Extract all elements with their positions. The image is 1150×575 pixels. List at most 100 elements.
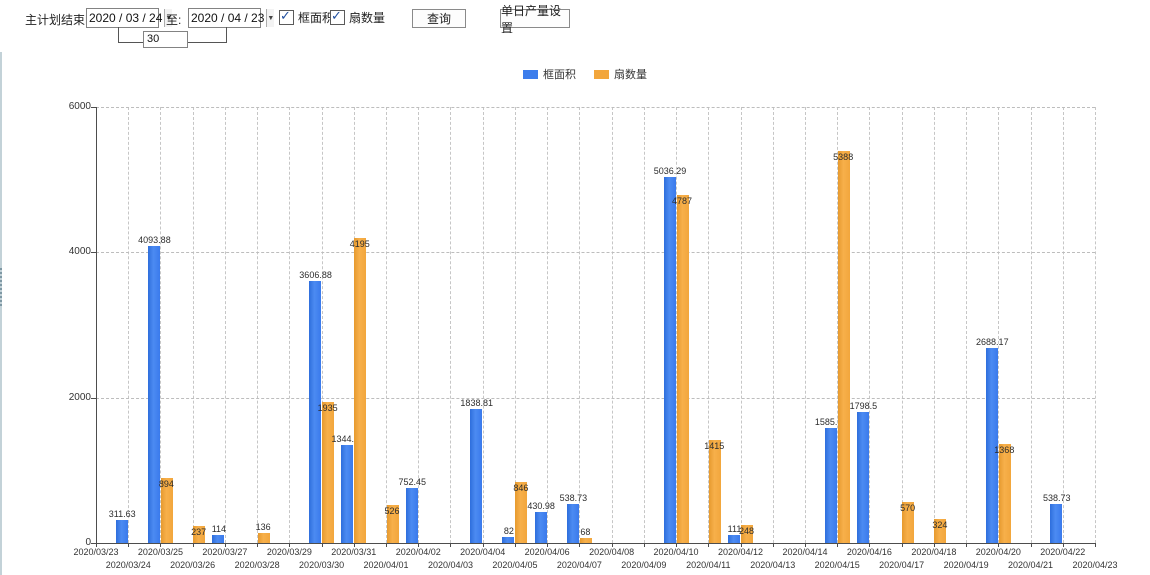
vertical-gridline [643, 107, 645, 543]
x-axis-tick [966, 543, 968, 547]
x-axis-tick [1095, 543, 1096, 547]
x-axis-tick [386, 543, 388, 547]
x-axis-tick [547, 543, 549, 547]
x-axis-tick-label: 2020/04/12 [717, 547, 764, 557]
bar-fan-count [579, 538, 592, 543]
bar-value-label: 114 [211, 523, 227, 534]
connector-line-left [118, 27, 144, 43]
vertical-gridline [128, 107, 130, 543]
vertical-gridline [482, 107, 484, 543]
y-axis-tick [91, 543, 96, 544]
y-axis-tick [91, 397, 96, 399]
horizontal-gridline [96, 107, 1095, 108]
x-axis-tick [96, 543, 97, 547]
check-icon: ✓ [331, 8, 342, 23]
x-axis-tick [353, 543, 355, 547]
x-axis-tick [611, 543, 613, 547]
bar-value-label: 5036.29 [653, 166, 687, 177]
bar-value-label: 4093.88 [138, 234, 171, 245]
bar-fan-count [257, 533, 270, 543]
vertical-gridline [708, 107, 710, 543]
date-to-picker[interactable]: 2020 / 04 / 23 ▼ [188, 8, 275, 28]
bar-value-label: 1344.95 [331, 434, 365, 445]
bar-value-label: 248 [739, 525, 755, 536]
bar-value-label: 2688.17 [976, 336, 1009, 347]
bar-value-label: 324 [932, 520, 948, 531]
x-axis-tick-label: 2020/03/29 [266, 547, 312, 557]
bar-frame-area [1050, 503, 1063, 543]
bar-frame-area [309, 280, 322, 543]
bar-value-label: 430.98 [527, 500, 555, 511]
x-axis-tick [224, 543, 226, 547]
bar-value-label: 1838.81 [460, 398, 493, 409]
date-from-picker[interactable]: 2020 / 03 / 24 ▼ [86, 8, 173, 28]
vertical-gridline [740, 107, 742, 543]
vertical-gridline [257, 107, 259, 543]
x-axis-tick [643, 543, 645, 547]
legend-label: 框面积 [543, 69, 576, 81]
y-axis-tick-label: 0 [85, 537, 91, 548]
x-axis-tick [321, 543, 323, 547]
x-axis-tick [837, 543, 839, 547]
legend-swatch-icon [523, 69, 538, 79]
bar-value-label: 111 [727, 523, 742, 534]
vertical-gridline [772, 107, 774, 543]
frame-area-checkbox[interactable]: ✓ [279, 8, 294, 25]
x-axis-tick-label: 2020/04/23 [1072, 560, 1118, 570]
x-axis-tick [482, 543, 484, 547]
x-axis-tick [1062, 543, 1064, 547]
y-axis-tick [91, 107, 96, 108]
bar-value-label: 538.73 [1043, 492, 1071, 503]
x-axis-tick-label: 2020/03/27 [202, 547, 248, 557]
interval-days-input[interactable]: 30 [143, 31, 188, 48]
bar-fan-count [386, 504, 399, 543]
bar-value-label: 1935 [317, 403, 338, 414]
bar-frame-area [341, 445, 354, 543]
x-axis-tick [676, 543, 678, 547]
x-axis-tick-label: 2020/03/30 [299, 560, 345, 570]
x-axis-tick [289, 543, 291, 547]
vertical-gridline [869, 107, 871, 543]
vertical-gridline [224, 107, 226, 543]
bar-fan-count [354, 238, 367, 543]
x-axis-tick [708, 543, 710, 547]
x-axis-tick-label: 2020/04/14 [782, 547, 828, 557]
x-axis-tick [579, 543, 581, 547]
x-axis-tick [933, 543, 935, 547]
vertical-gridline [579, 107, 581, 543]
bar-value-label: 82 [503, 526, 514, 537]
y-axis-line [96, 107, 97, 543]
bar-frame-area [663, 177, 676, 543]
bar-value-label: 894 [158, 479, 174, 490]
chevron-down-icon[interactable]: ▼ [266, 9, 275, 27]
x-axis-tick-label: 2020/04/15 [814, 560, 860, 570]
bar-value-label: 570 [900, 502, 916, 513]
daily-output-settings-button[interactable]: 单日产量设置 [500, 4, 570, 35]
bar-frame-area [856, 412, 869, 543]
chevron-down-icon[interactable]: ▼ [164, 9, 173, 27]
x-axis-tick-label: 2020/04/01 [363, 560, 409, 570]
vertical-gridline [160, 107, 162, 543]
bar-value-label: 1585.96 [814, 416, 848, 427]
bar-value-label: 526 [384, 505, 400, 516]
legend-swatch-icon [594, 69, 609, 79]
fan-count-checkbox[interactable]: ✓ [330, 8, 345, 25]
frame-area-checkbox-label: 框面积 [298, 11, 335, 25]
vertical-gridline [901, 107, 903, 543]
bar-value-label: 311.63 [108, 509, 136, 520]
bar-fan-count [837, 151, 850, 543]
toolbar: 主计划结束时间: 2020 / 03 / 24 ▼ 至: 2020 / 04 /… [0, 0, 1150, 52]
x-axis-tick-label: 2020/03/25 [137, 547, 183, 557]
query-button[interactable]: 查询 [412, 9, 466, 28]
vertical-gridline [804, 107, 806, 543]
splitter-grip[interactable] [0, 268, 2, 308]
chart-legend: 框面积 扇数量 [0, 66, 1150, 82]
x-axis-tick-label: 2020/04/06 [524, 547, 570, 557]
bar-value-label: 1798.5 [849, 401, 878, 412]
vertical-gridline [321, 107, 323, 543]
date-to-value: 2020 / 04 / 23 [191, 11, 265, 25]
vertical-gridline [418, 107, 420, 543]
vertical-gridline [386, 107, 388, 543]
vertical-gridline [998, 107, 1000, 543]
bar-frame-area [470, 409, 483, 543]
